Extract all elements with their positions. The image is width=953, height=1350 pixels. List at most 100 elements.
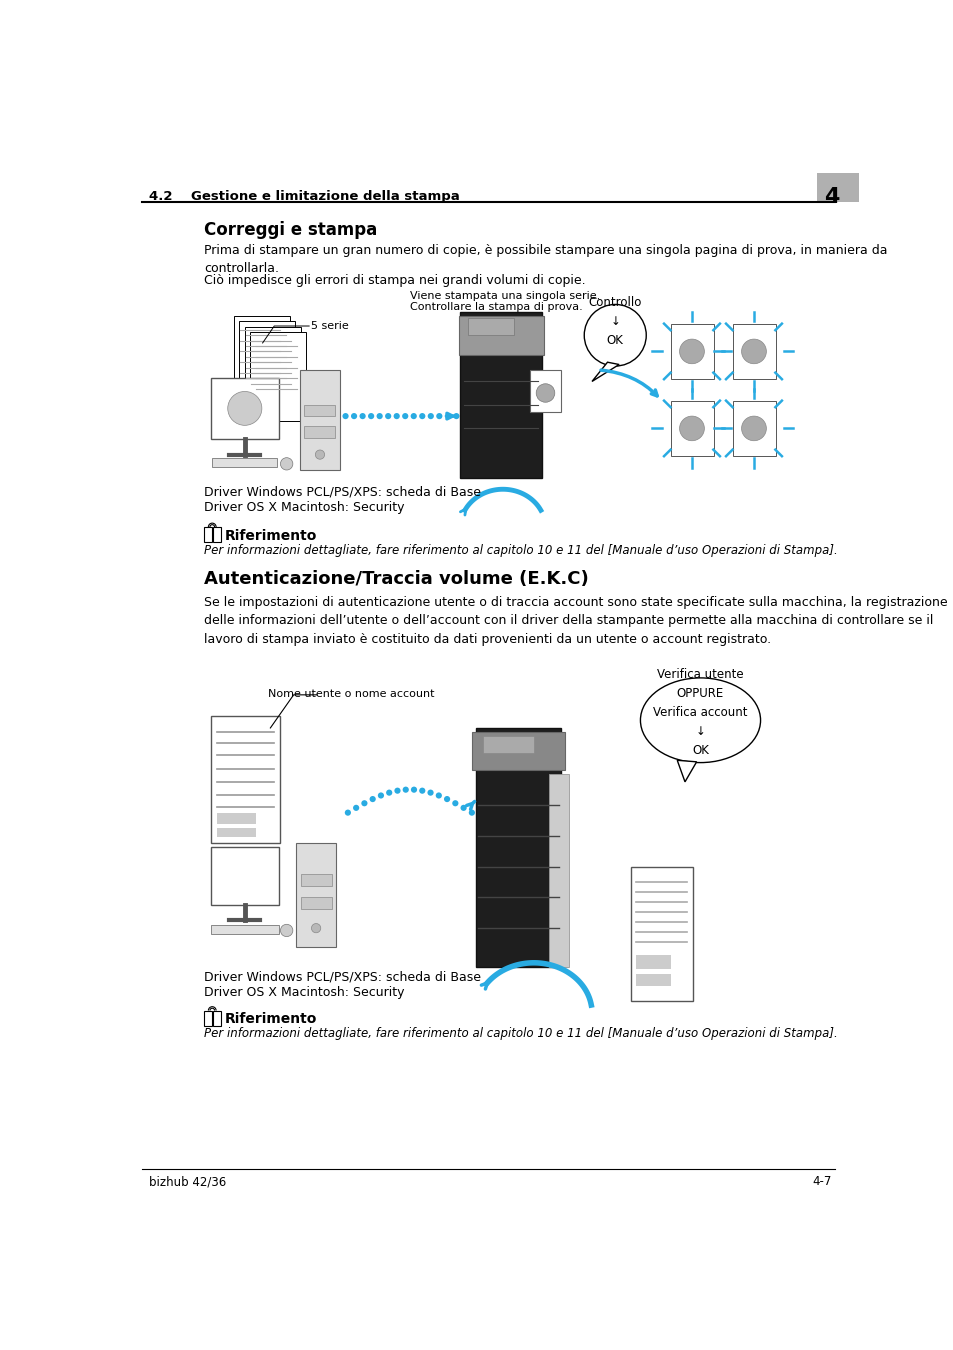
- FancyBboxPatch shape: [295, 844, 335, 948]
- Text: Correggi e stampa: Correggi e stampa: [204, 220, 377, 239]
- FancyBboxPatch shape: [732, 324, 775, 379]
- Circle shape: [536, 383, 555, 402]
- FancyBboxPatch shape: [458, 316, 543, 355]
- FancyBboxPatch shape: [483, 736, 534, 752]
- Circle shape: [368, 413, 374, 420]
- Circle shape: [679, 339, 703, 363]
- FancyBboxPatch shape: [732, 401, 775, 456]
- FancyBboxPatch shape: [216, 828, 255, 837]
- Text: Per informazioni dettagliate, fare riferimento al capitolo 10 e 11 del [Manuale : Per informazioni dettagliate, fare rifer…: [204, 544, 838, 558]
- Text: Verifica utente
OPPURE
Verifica account
↓
OK: Verifica utente OPPURE Verifica account …: [653, 668, 747, 757]
- Circle shape: [453, 413, 459, 420]
- FancyBboxPatch shape: [211, 717, 280, 844]
- Text: Driver OS X Macintosh: Security: Driver OS X Macintosh: Security: [204, 501, 405, 514]
- Circle shape: [228, 392, 261, 425]
- FancyBboxPatch shape: [233, 316, 290, 405]
- Circle shape: [315, 450, 324, 459]
- Text: Viene stampata una singola serie.: Viene stampata una singola serie.: [410, 292, 599, 301]
- Text: Per informazioni dettagliate, fare riferimento al capitolo 10 e 11 del [Manuale : Per informazioni dettagliate, fare rifer…: [204, 1027, 838, 1041]
- FancyBboxPatch shape: [472, 732, 564, 771]
- Circle shape: [351, 413, 356, 420]
- Circle shape: [411, 787, 416, 792]
- FancyBboxPatch shape: [204, 1011, 212, 1026]
- FancyBboxPatch shape: [245, 327, 300, 416]
- Circle shape: [377, 792, 384, 799]
- Circle shape: [280, 458, 293, 470]
- Text: Driver Windows PCL/PS/XPS: scheda di Base: Driver Windows PCL/PS/XPS: scheda di Bas…: [204, 971, 481, 984]
- FancyBboxPatch shape: [204, 526, 212, 543]
- Circle shape: [427, 413, 434, 420]
- Circle shape: [418, 413, 425, 420]
- Circle shape: [740, 339, 765, 363]
- Text: Nome utente o nome account: Nome utente o nome account: [268, 690, 435, 699]
- FancyBboxPatch shape: [250, 332, 306, 421]
- Circle shape: [443, 796, 450, 802]
- Circle shape: [342, 413, 348, 420]
- Text: Se le impostazioni di autenticazione utente o di traccia account sono state spec: Se le impostazioni di autenticazione ute…: [204, 595, 947, 645]
- FancyBboxPatch shape: [636, 975, 670, 985]
- Circle shape: [353, 805, 359, 811]
- Circle shape: [394, 787, 400, 794]
- Circle shape: [444, 413, 451, 420]
- FancyBboxPatch shape: [211, 378, 278, 439]
- Text: Driver Windows PCL/PS/XPS: scheda di Base: Driver Windows PCL/PS/XPS: scheda di Bas…: [204, 486, 481, 498]
- FancyBboxPatch shape: [213, 1011, 220, 1026]
- FancyBboxPatch shape: [476, 728, 560, 967]
- FancyBboxPatch shape: [211, 848, 278, 904]
- Text: Controllare la stampa di prova.: Controllare la stampa di prova.: [410, 302, 582, 312]
- FancyBboxPatch shape: [636, 954, 670, 969]
- FancyBboxPatch shape: [299, 370, 340, 470]
- FancyBboxPatch shape: [670, 401, 713, 456]
- Text: 5 serie: 5 serie: [311, 321, 349, 331]
- Text: Ciò impedisce gli errori di stampa nei grandi volumi di copie.: Ciò impedisce gli errori di stampa nei g…: [204, 274, 585, 288]
- FancyBboxPatch shape: [630, 867, 692, 1002]
- Circle shape: [385, 413, 391, 420]
- Circle shape: [386, 790, 392, 795]
- Circle shape: [369, 796, 375, 802]
- Circle shape: [452, 801, 458, 806]
- Circle shape: [344, 810, 351, 815]
- FancyBboxPatch shape: [300, 875, 332, 886]
- Circle shape: [418, 787, 425, 794]
- FancyBboxPatch shape: [300, 898, 332, 909]
- Text: 4: 4: [823, 186, 839, 207]
- Circle shape: [460, 805, 466, 811]
- Circle shape: [427, 790, 434, 795]
- Circle shape: [436, 413, 442, 420]
- Text: bizhub 42/36: bizhub 42/36: [149, 1176, 226, 1188]
- Text: Driver OS X Macintosh: Security: Driver OS X Macintosh: Security: [204, 986, 405, 999]
- FancyBboxPatch shape: [212, 459, 277, 467]
- Circle shape: [394, 413, 399, 420]
- Circle shape: [311, 923, 320, 933]
- FancyBboxPatch shape: [216, 813, 255, 825]
- Circle shape: [359, 413, 365, 420]
- Text: Controllo
↓
OK: Controllo ↓ OK: [588, 296, 641, 347]
- Circle shape: [361, 801, 367, 806]
- Circle shape: [679, 416, 703, 440]
- Circle shape: [376, 413, 382, 420]
- FancyBboxPatch shape: [459, 312, 541, 478]
- Polygon shape: [592, 362, 618, 382]
- Text: Riferimento: Riferimento: [224, 1012, 316, 1026]
- Circle shape: [583, 305, 645, 366]
- Circle shape: [402, 787, 409, 792]
- Circle shape: [402, 413, 408, 420]
- FancyBboxPatch shape: [530, 370, 560, 412]
- Text: 4.2    Gestione e limitazione della stampa: 4.2 Gestione e limitazione della stampa: [149, 190, 459, 202]
- Circle shape: [436, 792, 441, 799]
- FancyBboxPatch shape: [211, 925, 278, 934]
- FancyBboxPatch shape: [670, 324, 713, 379]
- FancyBboxPatch shape: [239, 321, 294, 410]
- FancyBboxPatch shape: [468, 319, 514, 335]
- Circle shape: [740, 416, 765, 440]
- FancyBboxPatch shape: [213, 526, 220, 543]
- FancyBboxPatch shape: [304, 427, 335, 437]
- Text: Prima di stampare un gran numero di copie, è possibile stampare una singola pagi: Prima di stampare un gran numero di copi…: [204, 243, 887, 275]
- FancyBboxPatch shape: [549, 774, 568, 967]
- Circle shape: [468, 810, 475, 815]
- FancyBboxPatch shape: [304, 405, 335, 416]
- FancyBboxPatch shape: [816, 173, 858, 202]
- Text: Riferimento: Riferimento: [224, 528, 316, 543]
- Circle shape: [280, 925, 293, 937]
- Circle shape: [410, 413, 416, 420]
